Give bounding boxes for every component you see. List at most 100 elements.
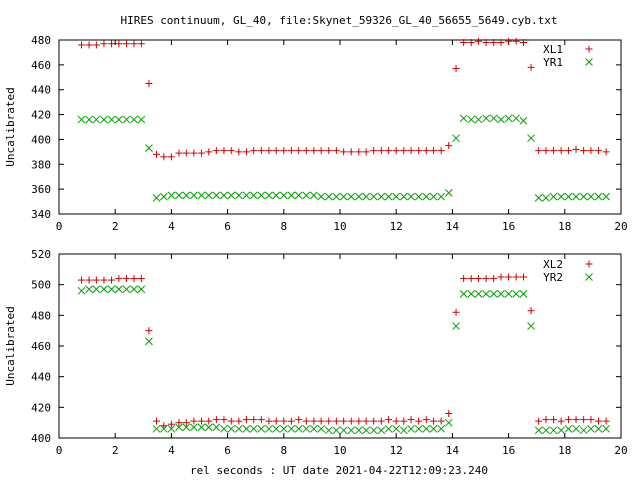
data-point xyxy=(587,416,595,424)
legend-label: XL1 xyxy=(543,43,563,56)
data-point xyxy=(407,416,415,424)
data-point xyxy=(460,38,468,46)
y-tick-label: 440 xyxy=(31,371,51,384)
data-point xyxy=(497,273,505,281)
data-point xyxy=(257,147,265,155)
data-point-d2 xyxy=(212,191,221,200)
data-point-d2 xyxy=(422,424,431,433)
data-point xyxy=(542,147,550,155)
data-point-d2 xyxy=(437,424,446,433)
data-point xyxy=(205,417,213,425)
data-point xyxy=(204,423,213,432)
data-point-d2 xyxy=(594,424,603,433)
data-point xyxy=(85,276,93,284)
series-xl1 xyxy=(77,37,610,161)
data-point xyxy=(392,417,400,425)
data-point-d2 xyxy=(519,290,528,298)
data-point xyxy=(197,423,206,432)
data-point-d2 xyxy=(159,192,168,201)
data-point xyxy=(272,147,280,155)
data-point xyxy=(512,114,521,123)
data-point xyxy=(377,426,386,435)
data-point-d2 xyxy=(204,423,213,432)
data-point xyxy=(527,307,535,315)
data-point xyxy=(385,416,393,424)
data-point-d2 xyxy=(504,290,513,298)
data-point-d2 xyxy=(324,192,333,201)
y-tick-label: 480 xyxy=(31,309,51,322)
data-point xyxy=(242,148,250,156)
data-point xyxy=(235,417,243,425)
data-point xyxy=(287,417,295,425)
data-point-d2 xyxy=(265,424,273,433)
data-point xyxy=(152,424,161,433)
data-point xyxy=(564,147,572,155)
data-point-d2 xyxy=(474,290,483,298)
data-point xyxy=(459,114,468,123)
data-point-d2 xyxy=(175,423,183,432)
y-tick-label: 440 xyxy=(31,84,51,97)
data-point xyxy=(257,416,265,424)
x-tick-label: 6 xyxy=(224,444,231,457)
data-point xyxy=(182,149,190,157)
data-point xyxy=(317,192,326,201)
data-point xyxy=(175,423,183,432)
data-point-d2 xyxy=(519,116,528,125)
data-point xyxy=(114,115,123,124)
data-point xyxy=(489,290,498,298)
data-point-d2 xyxy=(249,191,258,200)
data-point xyxy=(175,149,183,157)
data-point-d2 xyxy=(347,192,356,201)
data-point-d2 xyxy=(114,115,123,124)
data-point xyxy=(557,192,566,201)
data-point xyxy=(122,115,131,124)
data-point xyxy=(310,147,318,155)
data-point xyxy=(294,424,303,433)
data-point xyxy=(467,115,476,124)
data-point xyxy=(407,147,415,155)
data-point xyxy=(77,115,86,124)
data-point xyxy=(415,417,423,425)
data-point-d2 xyxy=(399,192,408,201)
data-point-d2 xyxy=(579,426,588,435)
top-plot-panel: 0 2 4 6 8 10 12 14 16 18 20 340 360 380 400 420 440 460 48… xyxy=(4,34,628,233)
x-tick-label: 12 xyxy=(390,444,403,457)
data-point xyxy=(415,147,423,155)
data-point-d2 xyxy=(482,290,490,298)
data-point-d2 xyxy=(534,426,543,435)
data-point xyxy=(205,148,213,156)
data-point xyxy=(549,426,558,435)
data-point xyxy=(130,285,138,294)
data-point xyxy=(557,426,566,435)
data-point-d2 xyxy=(384,192,393,201)
data-point-d2 xyxy=(182,191,191,200)
data-point-d2 xyxy=(414,424,423,433)
data-point xyxy=(377,192,386,201)
data-point xyxy=(332,426,341,435)
data-point xyxy=(572,424,580,433)
data-point xyxy=(407,424,415,433)
data-point xyxy=(482,275,490,283)
data-point xyxy=(399,426,408,435)
data-point-d2 xyxy=(212,423,221,432)
data-point xyxy=(197,417,205,425)
data-point xyxy=(190,423,198,432)
data-point xyxy=(422,147,430,155)
data-point-d2 xyxy=(602,424,610,433)
data-point-d2 xyxy=(399,426,408,435)
data-point-d2 xyxy=(85,115,93,124)
data-point xyxy=(482,38,490,46)
data-point xyxy=(122,275,130,283)
data-point xyxy=(512,273,520,281)
data-point xyxy=(272,191,281,200)
data-point xyxy=(77,41,85,49)
series-yr1 xyxy=(77,114,610,202)
data-point-d2 xyxy=(302,191,311,200)
data-point xyxy=(572,145,580,153)
data-point xyxy=(549,192,558,201)
data-point xyxy=(160,153,168,161)
data-point xyxy=(279,424,288,433)
data-point-d2 xyxy=(265,191,273,200)
data-point xyxy=(422,416,430,424)
data-point-d2 xyxy=(167,424,176,433)
